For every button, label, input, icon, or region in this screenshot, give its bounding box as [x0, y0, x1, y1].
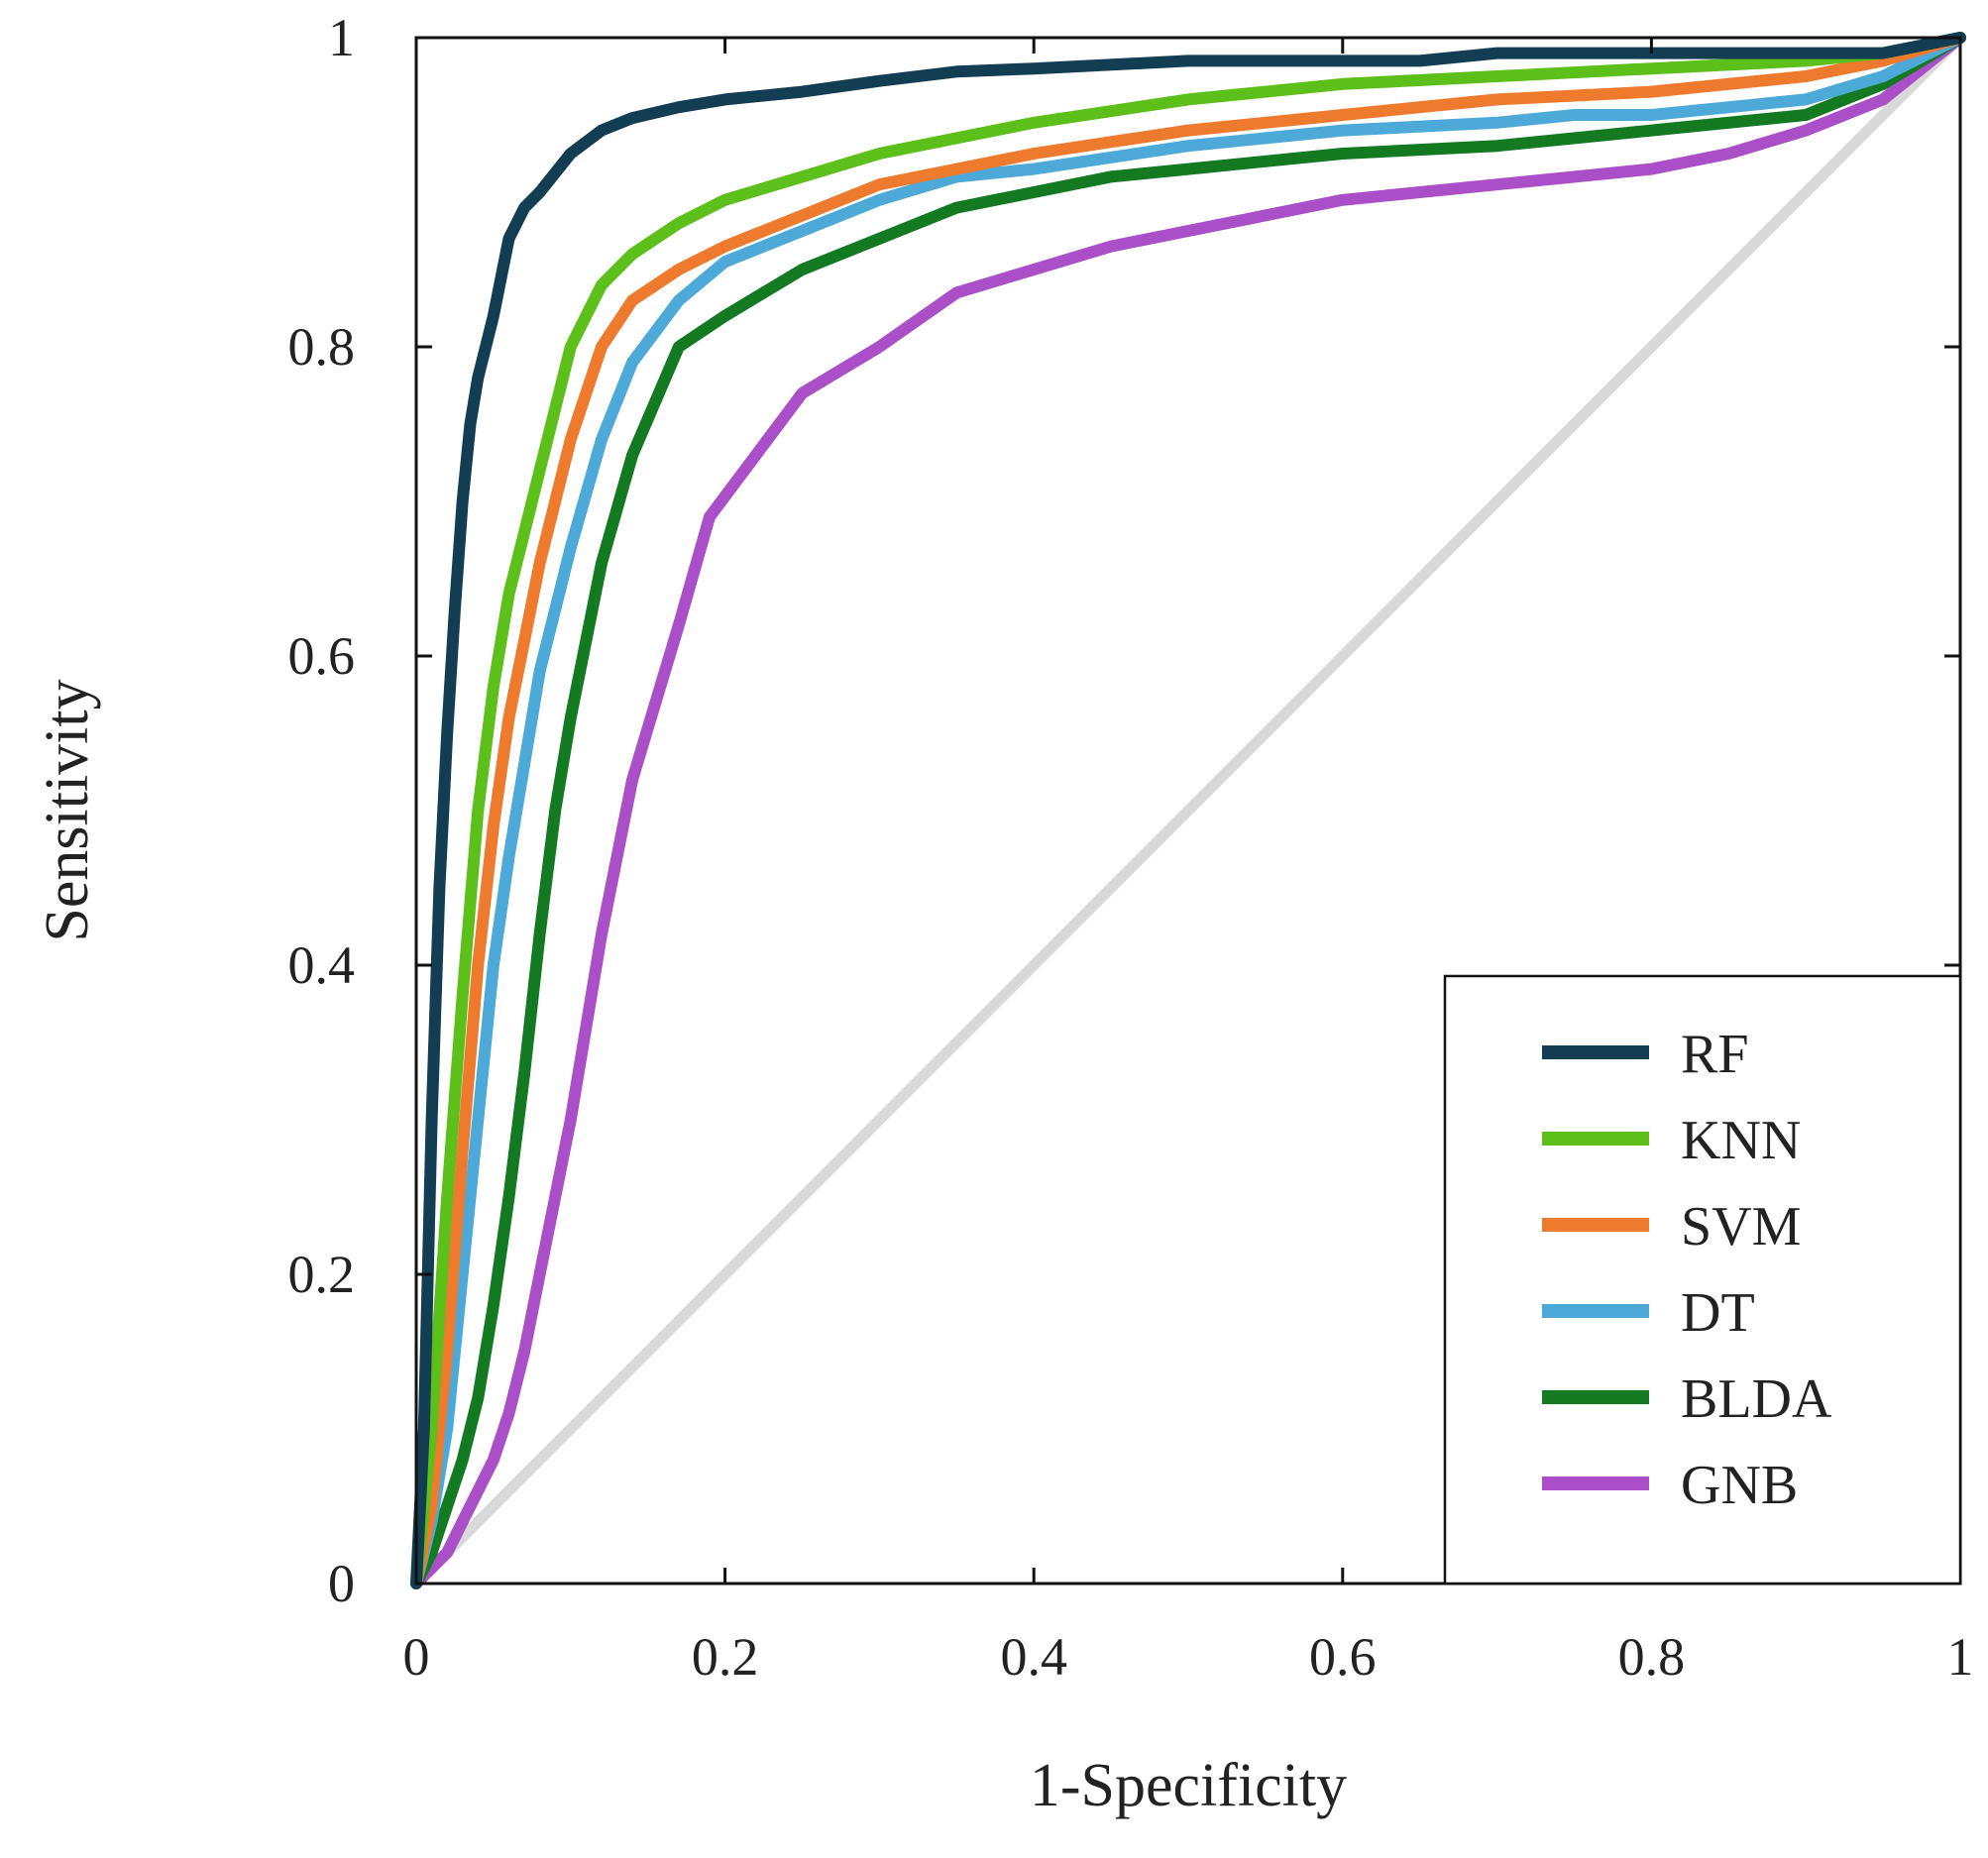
x-tick-label: 0.2	[692, 1627, 759, 1687]
series-line-gnb	[410, 32, 1966, 1589]
legend-item-rf: RF	[1542, 1024, 1749, 1085]
x-tick-label: 0.6	[1309, 1627, 1377, 1687]
legend-box	[1443, 974, 1962, 1585]
x-tick-label: 0	[403, 1627, 430, 1687]
legend-item-knn: KNN	[1542, 1110, 1801, 1171]
chance-diagonal-line	[410, 32, 1966, 1589]
legend-item-blda: BLDA	[1542, 1368, 1832, 1430]
legend-item-gnb: GNB	[1542, 1455, 1798, 1516]
series-layer	[410, 32, 1966, 1589]
x-tick-labels: 0 0.2 0.4 0.6 0.8 1	[403, 1627, 1974, 1687]
legend-label: GNB	[1681, 1455, 1798, 1516]
legend-label: DT	[1681, 1282, 1755, 1344]
series-line-blda	[410, 32, 1966, 1589]
y-tick-label: 0	[328, 1554, 355, 1613]
series-line-dt	[410, 32, 1966, 1589]
x-tick-label: 1	[1947, 1627, 1974, 1687]
series-line-rf	[410, 32, 1966, 1589]
legend-items: RF KNN SVM DT BLDA GNB	[1542, 1024, 1832, 1516]
y-tick-label: 0.6	[288, 626, 356, 686]
y-axis-title: Sensitivity	[34, 679, 101, 941]
legend-item-dt: DT	[1542, 1282, 1755, 1344]
reference-layer	[410, 32, 1966, 1589]
y-tick-label: 0.2	[288, 1245, 356, 1304]
plot-area-frame	[414, 36, 1962, 1585]
series-line-knn	[410, 32, 1966, 1589]
legend-label: RF	[1681, 1024, 1749, 1085]
series-line-svm	[410, 32, 1966, 1589]
legend-item-svm: SVM	[1542, 1196, 1801, 1257]
y-tick-label: 0.8	[288, 317, 356, 377]
y-tick-labels: 0 0.2 0.4 0.6 0.8 1	[288, 8, 356, 1613]
legend-label: KNN	[1681, 1110, 1801, 1171]
y-tick-label: 1	[328, 8, 355, 67]
x-tick-label: 0.4	[1000, 1627, 1067, 1687]
legend-label: BLDA	[1681, 1368, 1832, 1430]
legend: RF KNN SVM DT BLDA GNB	[1443, 974, 1962, 1585]
x-axis-title: 1-Specificity	[1030, 1752, 1347, 1819]
legend-label: SVM	[1681, 1196, 1801, 1257]
y-tick-label: 0.4	[288, 935, 356, 995]
x-tick-label: 0.8	[1618, 1627, 1686, 1687]
